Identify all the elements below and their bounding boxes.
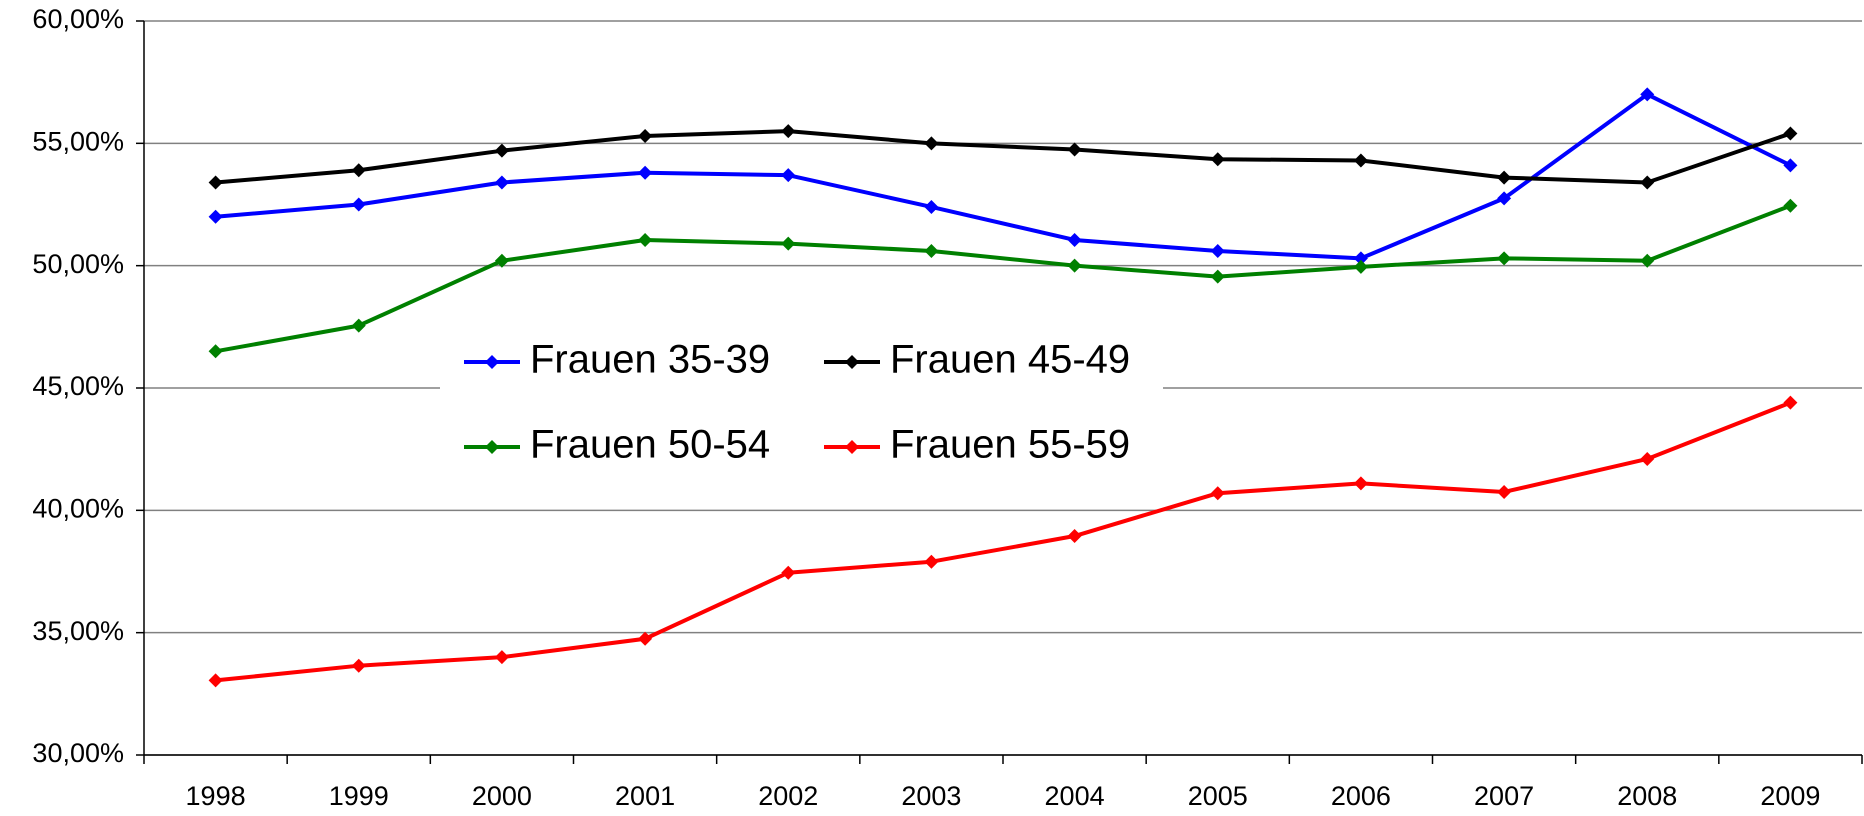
marker [208, 344, 223, 359]
x-tick-label: 2003 [901, 781, 961, 811]
marker [781, 124, 796, 139]
x-tick-label: 2004 [1045, 781, 1105, 811]
legend-box [440, 335, 1163, 475]
y-tick-label: 35,00% [32, 616, 124, 646]
marker [1783, 126, 1798, 141]
marker [1783, 395, 1798, 410]
y-tick-label: 45,00% [32, 371, 124, 401]
y-tick-label: 50,00% [32, 249, 124, 279]
marker [1067, 258, 1082, 273]
marker [1783, 158, 1798, 173]
marker [208, 209, 223, 224]
y-tick-label: 30,00% [32, 738, 124, 768]
y-tick-label: 60,00% [32, 4, 124, 34]
x-tick-label: 1998 [186, 781, 246, 811]
legend-marker [485, 355, 499, 369]
marker [781, 236, 796, 251]
marker [494, 143, 509, 158]
marker [1497, 191, 1512, 206]
marker [1353, 259, 1368, 274]
marker [208, 175, 223, 190]
x-tick-label: 2001 [615, 781, 675, 811]
marker [1353, 153, 1368, 168]
marker [638, 165, 653, 180]
marker [1210, 486, 1225, 501]
x-tick-label: 2007 [1474, 781, 1534, 811]
marker [1210, 243, 1225, 258]
marker [1497, 170, 1512, 185]
x-tick-label: 2009 [1760, 781, 1820, 811]
marker [924, 243, 939, 258]
marker [1067, 142, 1082, 157]
marker [494, 650, 509, 665]
marker [924, 136, 939, 151]
marker [208, 673, 223, 688]
marker [781, 168, 796, 183]
marker [781, 565, 796, 580]
legend-marker [485, 440, 499, 454]
marker [351, 163, 366, 178]
marker [494, 175, 509, 190]
marker [1210, 152, 1225, 167]
y-tick-label: 40,00% [32, 493, 124, 523]
marker [494, 253, 509, 268]
legend-marker [845, 440, 859, 454]
legend: Frauen 35-39 Frauen 45-49 Frauen 50-54 Frau… [440, 335, 1163, 475]
legend-label: Frauen 50-54 [530, 423, 770, 467]
marker [1067, 529, 1082, 544]
x-tick-label: 2002 [758, 781, 818, 811]
x-tick-label: 2006 [1331, 781, 1391, 811]
y-tick-label: 55,00% [32, 126, 124, 156]
marker [351, 197, 366, 212]
marker [638, 631, 653, 646]
x-tick-label: 1999 [329, 781, 389, 811]
marker [1210, 269, 1225, 284]
x-tick-label: 2005 [1188, 781, 1248, 811]
series-line [215, 92, 1792, 261]
x-tick-label: 2008 [1617, 781, 1677, 811]
marker [351, 318, 366, 333]
marker [1640, 175, 1655, 190]
marker [351, 658, 366, 673]
marker [924, 199, 939, 214]
legend-marker [845, 355, 859, 369]
x-tick-label: 2000 [472, 781, 532, 811]
marker [1640, 253, 1655, 268]
marker [1640, 451, 1655, 466]
series-line [215, 129, 1792, 185]
series-line [215, 203, 1792, 354]
legend-label: Frauen 55-59 [890, 423, 1130, 467]
marker [1497, 251, 1512, 266]
legend-label: Frauen 35-39 [530, 338, 770, 382]
marker [638, 128, 653, 143]
marker [638, 232, 653, 247]
marker [1353, 251, 1368, 266]
marker [1353, 476, 1368, 491]
marker [1783, 198, 1798, 213]
marker [1640, 87, 1655, 102]
marker [1497, 484, 1512, 499]
legend-label: Frauen 45-49 [890, 338, 1130, 382]
marker [1067, 232, 1082, 247]
series-line [215, 400, 1792, 683]
marker [924, 554, 939, 569]
